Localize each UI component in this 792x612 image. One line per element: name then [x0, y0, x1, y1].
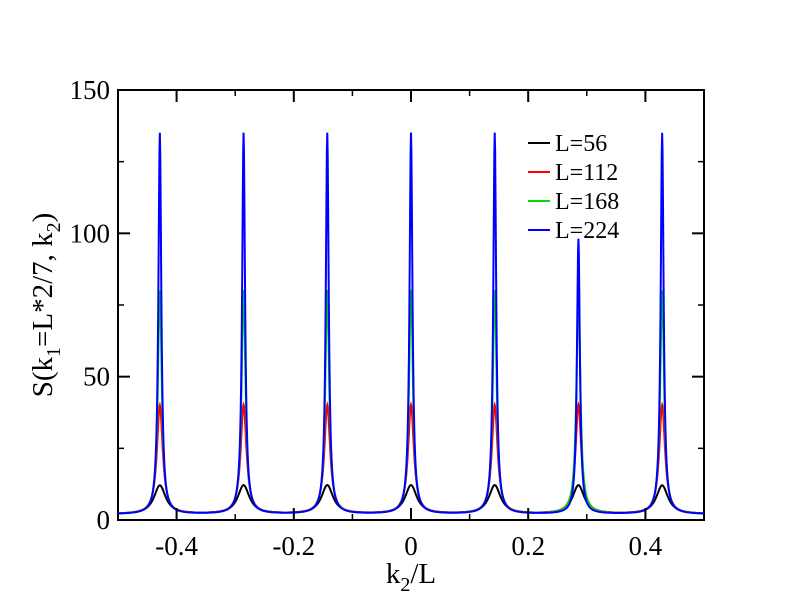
- y-tick-label: 50: [83, 362, 110, 392]
- x-tick-label: 0.4: [629, 531, 663, 561]
- y-tick-label: 150: [70, 75, 111, 105]
- series-L=112: [117, 401, 705, 515]
- series-layer: [117, 132, 705, 515]
- legend-label: L=168: [555, 189, 619, 215]
- legend-item: L=56: [528, 131, 607, 157]
- legend-label: L=224: [555, 218, 619, 244]
- x-axis-title: k2/L: [386, 558, 436, 596]
- series-line: [117, 401, 705, 515]
- legend-label: L=56: [555, 131, 607, 157]
- legend-item: L=224: [528, 218, 619, 244]
- y-tick-label: 100: [70, 218, 111, 248]
- series-line: [117, 132, 705, 515]
- y-tick-label: 0: [97, 505, 111, 535]
- series-L=224: [117, 132, 705, 515]
- ticks-layer: -0.4 -0.2 0 0.2 0.4 0 50 100 150: [70, 75, 705, 561]
- x-tick-label: -0.2: [272, 531, 315, 561]
- x-tick-label: 0: [404, 531, 418, 561]
- x-tick-label: 0.2: [511, 531, 545, 561]
- x-tick-label: -0.4: [155, 531, 198, 561]
- legend-label: L=112: [555, 160, 618, 186]
- legend-item: L=168: [528, 189, 619, 215]
- y-axis-title: S(k1=L*2/7, k2): [27, 213, 65, 398]
- legend-item: L=112: [528, 160, 618, 186]
- legend: L=56 L=112 L=168 L=224: [528, 131, 619, 244]
